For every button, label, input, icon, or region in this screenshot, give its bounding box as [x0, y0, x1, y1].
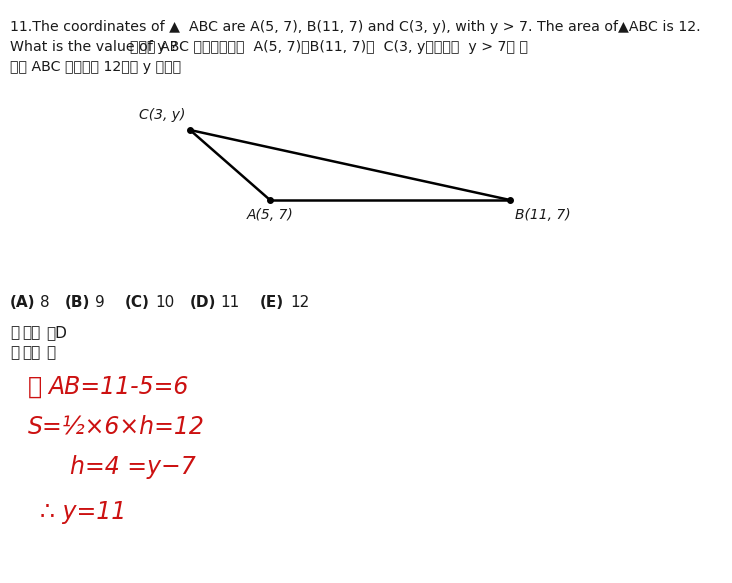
Text: 底: 底 [28, 375, 42, 399]
Text: (A): (A) [10, 295, 35, 310]
Text: S=½×6×h=12: S=½×6×h=12 [28, 415, 205, 439]
Text: 10: 10 [155, 295, 174, 310]
Text: 11.The coordinates of ▲  ABC are A(5, 7), B(11, 7) and C(3, y), with y > 7. The : 11.The coordinates of ▲ ABC are A(5, 7),… [10, 20, 701, 34]
Text: (B): (B) [65, 295, 90, 310]
Text: 解析: 解析 [22, 345, 40, 360]
Text: A(5, 7): A(5, 7) [247, 208, 294, 222]
Text: B(11, 7): B(11, 7) [515, 208, 571, 222]
Text: 三角形 ABC 的坐标分别为  A(5, 7)、B(11, 7)和  C(3, y），其中  y > 7。 三: 三角形 ABC 的坐标分别为 A(5, 7)、B(11, 7)和 C(3, y）… [130, 40, 528, 54]
Text: 】D: 】D [46, 325, 67, 340]
Text: AB=11-5=6: AB=11-5=6 [48, 375, 188, 399]
Text: 9: 9 [95, 295, 105, 310]
Text: 答案: 答案 [22, 325, 40, 340]
Text: 【: 【 [10, 325, 19, 340]
Text: h=4 =y−7: h=4 =y−7 [70, 455, 195, 479]
Text: ∴ y=11: ∴ y=11 [40, 500, 126, 524]
Text: 角形 ABC 的面积为 12，求 y 的値。: 角形 ABC 的面积为 12，求 y 的値。 [10, 60, 181, 74]
Text: 【: 【 [10, 345, 19, 360]
Text: (C): (C) [125, 295, 150, 310]
Text: 】: 】 [46, 345, 55, 360]
Text: 8: 8 [40, 295, 50, 310]
Text: 11: 11 [220, 295, 239, 310]
Text: What is the value of y ?: What is the value of y ? [10, 40, 178, 54]
Text: C(3, y): C(3, y) [138, 108, 185, 122]
Text: (D): (D) [190, 295, 217, 310]
Text: (E): (E) [260, 295, 284, 310]
Text: 12: 12 [290, 295, 309, 310]
